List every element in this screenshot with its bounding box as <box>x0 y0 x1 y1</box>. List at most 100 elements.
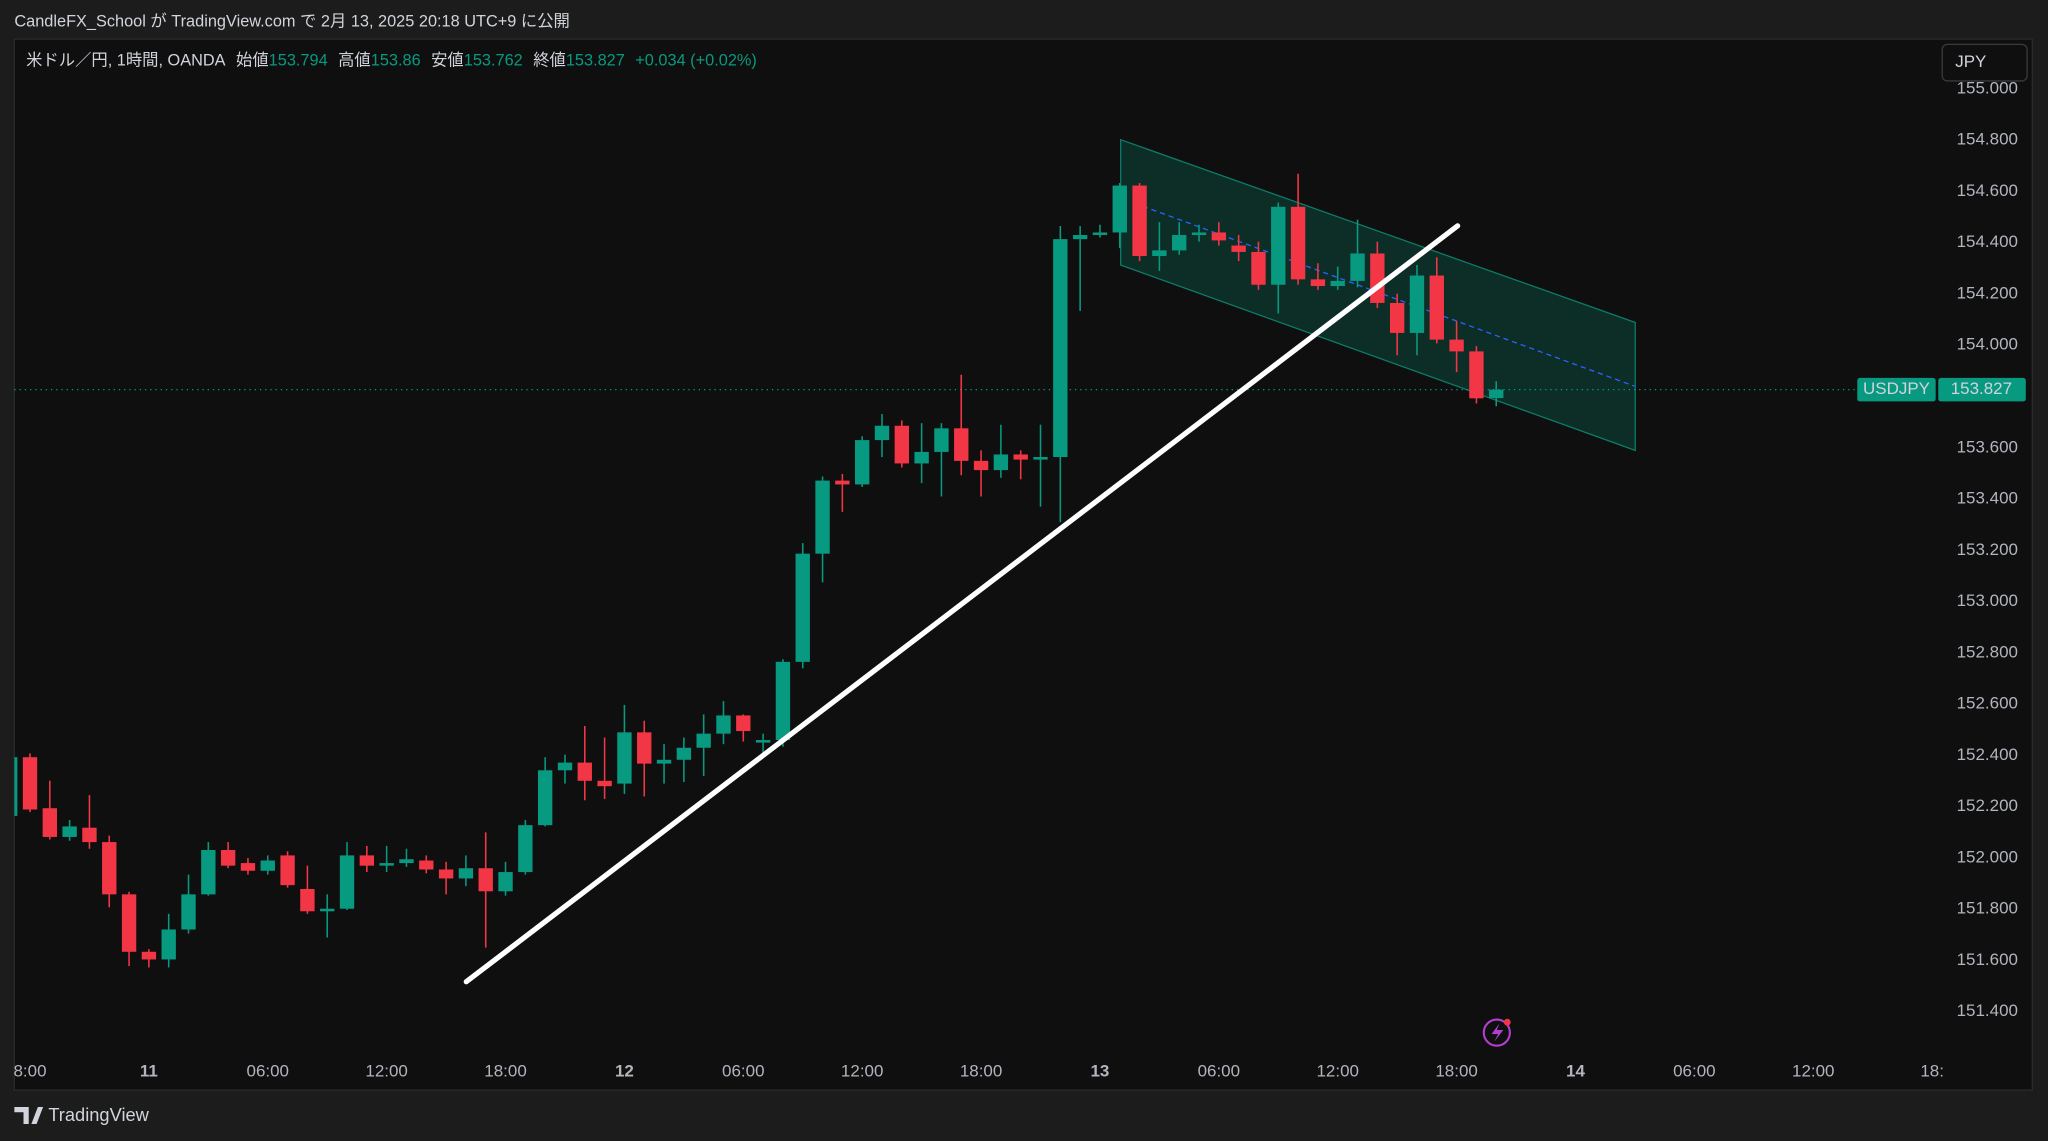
x-tick-label: 18:00 <box>484 1061 526 1080</box>
y-tick-label: 154.800 <box>1957 130 2018 149</box>
y-tick-label: 154.600 <box>1957 181 2018 200</box>
candle-body <box>993 454 1009 471</box>
y-tick-label: 151.600 <box>1957 950 2018 969</box>
footer-brand: TradingView <box>48 1104 149 1125</box>
y-tick-label: 152.000 <box>1957 847 2018 866</box>
trendline <box>463 223 1461 985</box>
chart-pane <box>13 38 2033 1091</box>
alert-dot <box>1503 1018 1511 1026</box>
x-tick-label: 13 <box>1091 1061 1110 1080</box>
symbol-label-bg <box>1857 377 1936 402</box>
candle-body <box>1330 280 1345 287</box>
y-tick-label: 152.400 <box>1957 745 2018 764</box>
legend-change: +0.034 (+0.02%) <box>635 52 757 70</box>
candle-body <box>121 894 137 952</box>
candle-body <box>1013 454 1028 460</box>
candle-body <box>141 951 157 960</box>
x-tick-label: 8:00 <box>13 1061 46 1080</box>
candle-body <box>1231 245 1246 252</box>
legend: 米ドル／円, 1時間, OANDA 始値153.794 高値153.86 安値153.… <box>26 52 757 70</box>
candle-body <box>1112 185 1127 233</box>
candle-body <box>1191 232 1207 236</box>
candle-body <box>1449 339 1464 352</box>
candles <box>14 173 1504 968</box>
legend-label: 安値 <box>431 52 464 70</box>
candle-body <box>320 908 335 912</box>
legend-value: 153.86 <box>371 52 421 70</box>
candle-body <box>795 553 810 662</box>
candle-body <box>1429 275 1444 340</box>
candle-body <box>220 850 236 866</box>
y-tick-label: 154.000 <box>1957 335 2018 354</box>
currency[interactable]: JPY <box>1955 52 1986 71</box>
candle-body <box>1072 235 1088 240</box>
candle-body <box>874 425 890 441</box>
candle-body <box>696 733 711 748</box>
x-tick-label: 12:00 <box>1316 1061 1358 1080</box>
candle-body <box>1489 389 1504 399</box>
candle-body <box>894 425 909 464</box>
y-tick-label: 152.600 <box>1957 694 2018 713</box>
candle-body <box>1092 232 1108 236</box>
x-tick-label: 12:00 <box>365 1061 407 1080</box>
candle-body <box>478 868 493 892</box>
candle-body <box>379 863 394 866</box>
candle-body <box>656 759 672 764</box>
candle-body <box>914 451 929 464</box>
y-tick-label: 153.000 <box>1957 591 2018 610</box>
y-tick-label: 151.800 <box>1957 899 2018 918</box>
candle-body <box>755 740 771 743</box>
candle-body <box>815 480 830 554</box>
candle-body <box>280 855 295 886</box>
candle-body <box>716 715 731 734</box>
candle-body <box>973 460 989 471</box>
candle-body <box>1211 232 1227 241</box>
candle-body <box>597 780 612 787</box>
candle-body <box>419 860 434 870</box>
candle-body <box>260 860 275 871</box>
alert-bolt <box>1491 1023 1504 1042</box>
y-tick-label: 151.400 <box>1957 1001 2018 1020</box>
candle-body <box>1310 279 1326 287</box>
y-tick-label: 152.200 <box>1957 796 2018 815</box>
x-tick-label: 06:00 <box>1673 1061 1715 1080</box>
currency-button[interactable] <box>1941 43 2028 82</box>
legend-label: 終値 <box>533 52 566 70</box>
x-tick-label: 11 <box>140 1061 158 1080</box>
x-tick-label: 14 <box>1566 1061 1585 1080</box>
candle-body <box>775 661 791 741</box>
candle-body <box>1033 457 1048 460</box>
x-tick-label: 06:00 <box>247 1061 289 1080</box>
candle-body <box>637 732 652 764</box>
candle-body <box>1172 235 1187 251</box>
candle-body <box>399 859 414 864</box>
candle-body <box>676 747 692 760</box>
candle-body <box>14 757 18 816</box>
candle-body <box>201 850 216 895</box>
candle-body <box>438 869 454 879</box>
candle-body <box>736 715 751 732</box>
x-tick-label: 12:00 <box>1792 1061 1834 1080</box>
candle-body <box>181 894 196 930</box>
price-label-bg <box>1938 377 2026 402</box>
candle-body <box>458 868 474 879</box>
candle-body <box>1350 253 1365 281</box>
price-label: 153.827 <box>1951 379 2012 398</box>
alert-icon[interactable] <box>1482 1018 1511 1047</box>
candle-body <box>82 827 97 843</box>
legend-symbol: 米ドル／円, 1時間, OANDA <box>26 52 226 70</box>
y-tick-label: 155.000 <box>1957 78 2018 97</box>
x-tick-label: 18:00 <box>1435 1061 1477 1080</box>
candle-body <box>22 757 38 810</box>
candle-body <box>359 855 375 866</box>
candle-body <box>102 842 117 895</box>
candle-body <box>62 826 77 837</box>
candle-body <box>954 428 969 461</box>
x-tick-label: 12:00 <box>841 1061 883 1080</box>
y-tick-label: 153.200 <box>1957 540 2018 559</box>
legend-label: 始値 <box>236 52 269 70</box>
candle-body <box>1409 275 1425 333</box>
candle-body <box>42 808 57 837</box>
